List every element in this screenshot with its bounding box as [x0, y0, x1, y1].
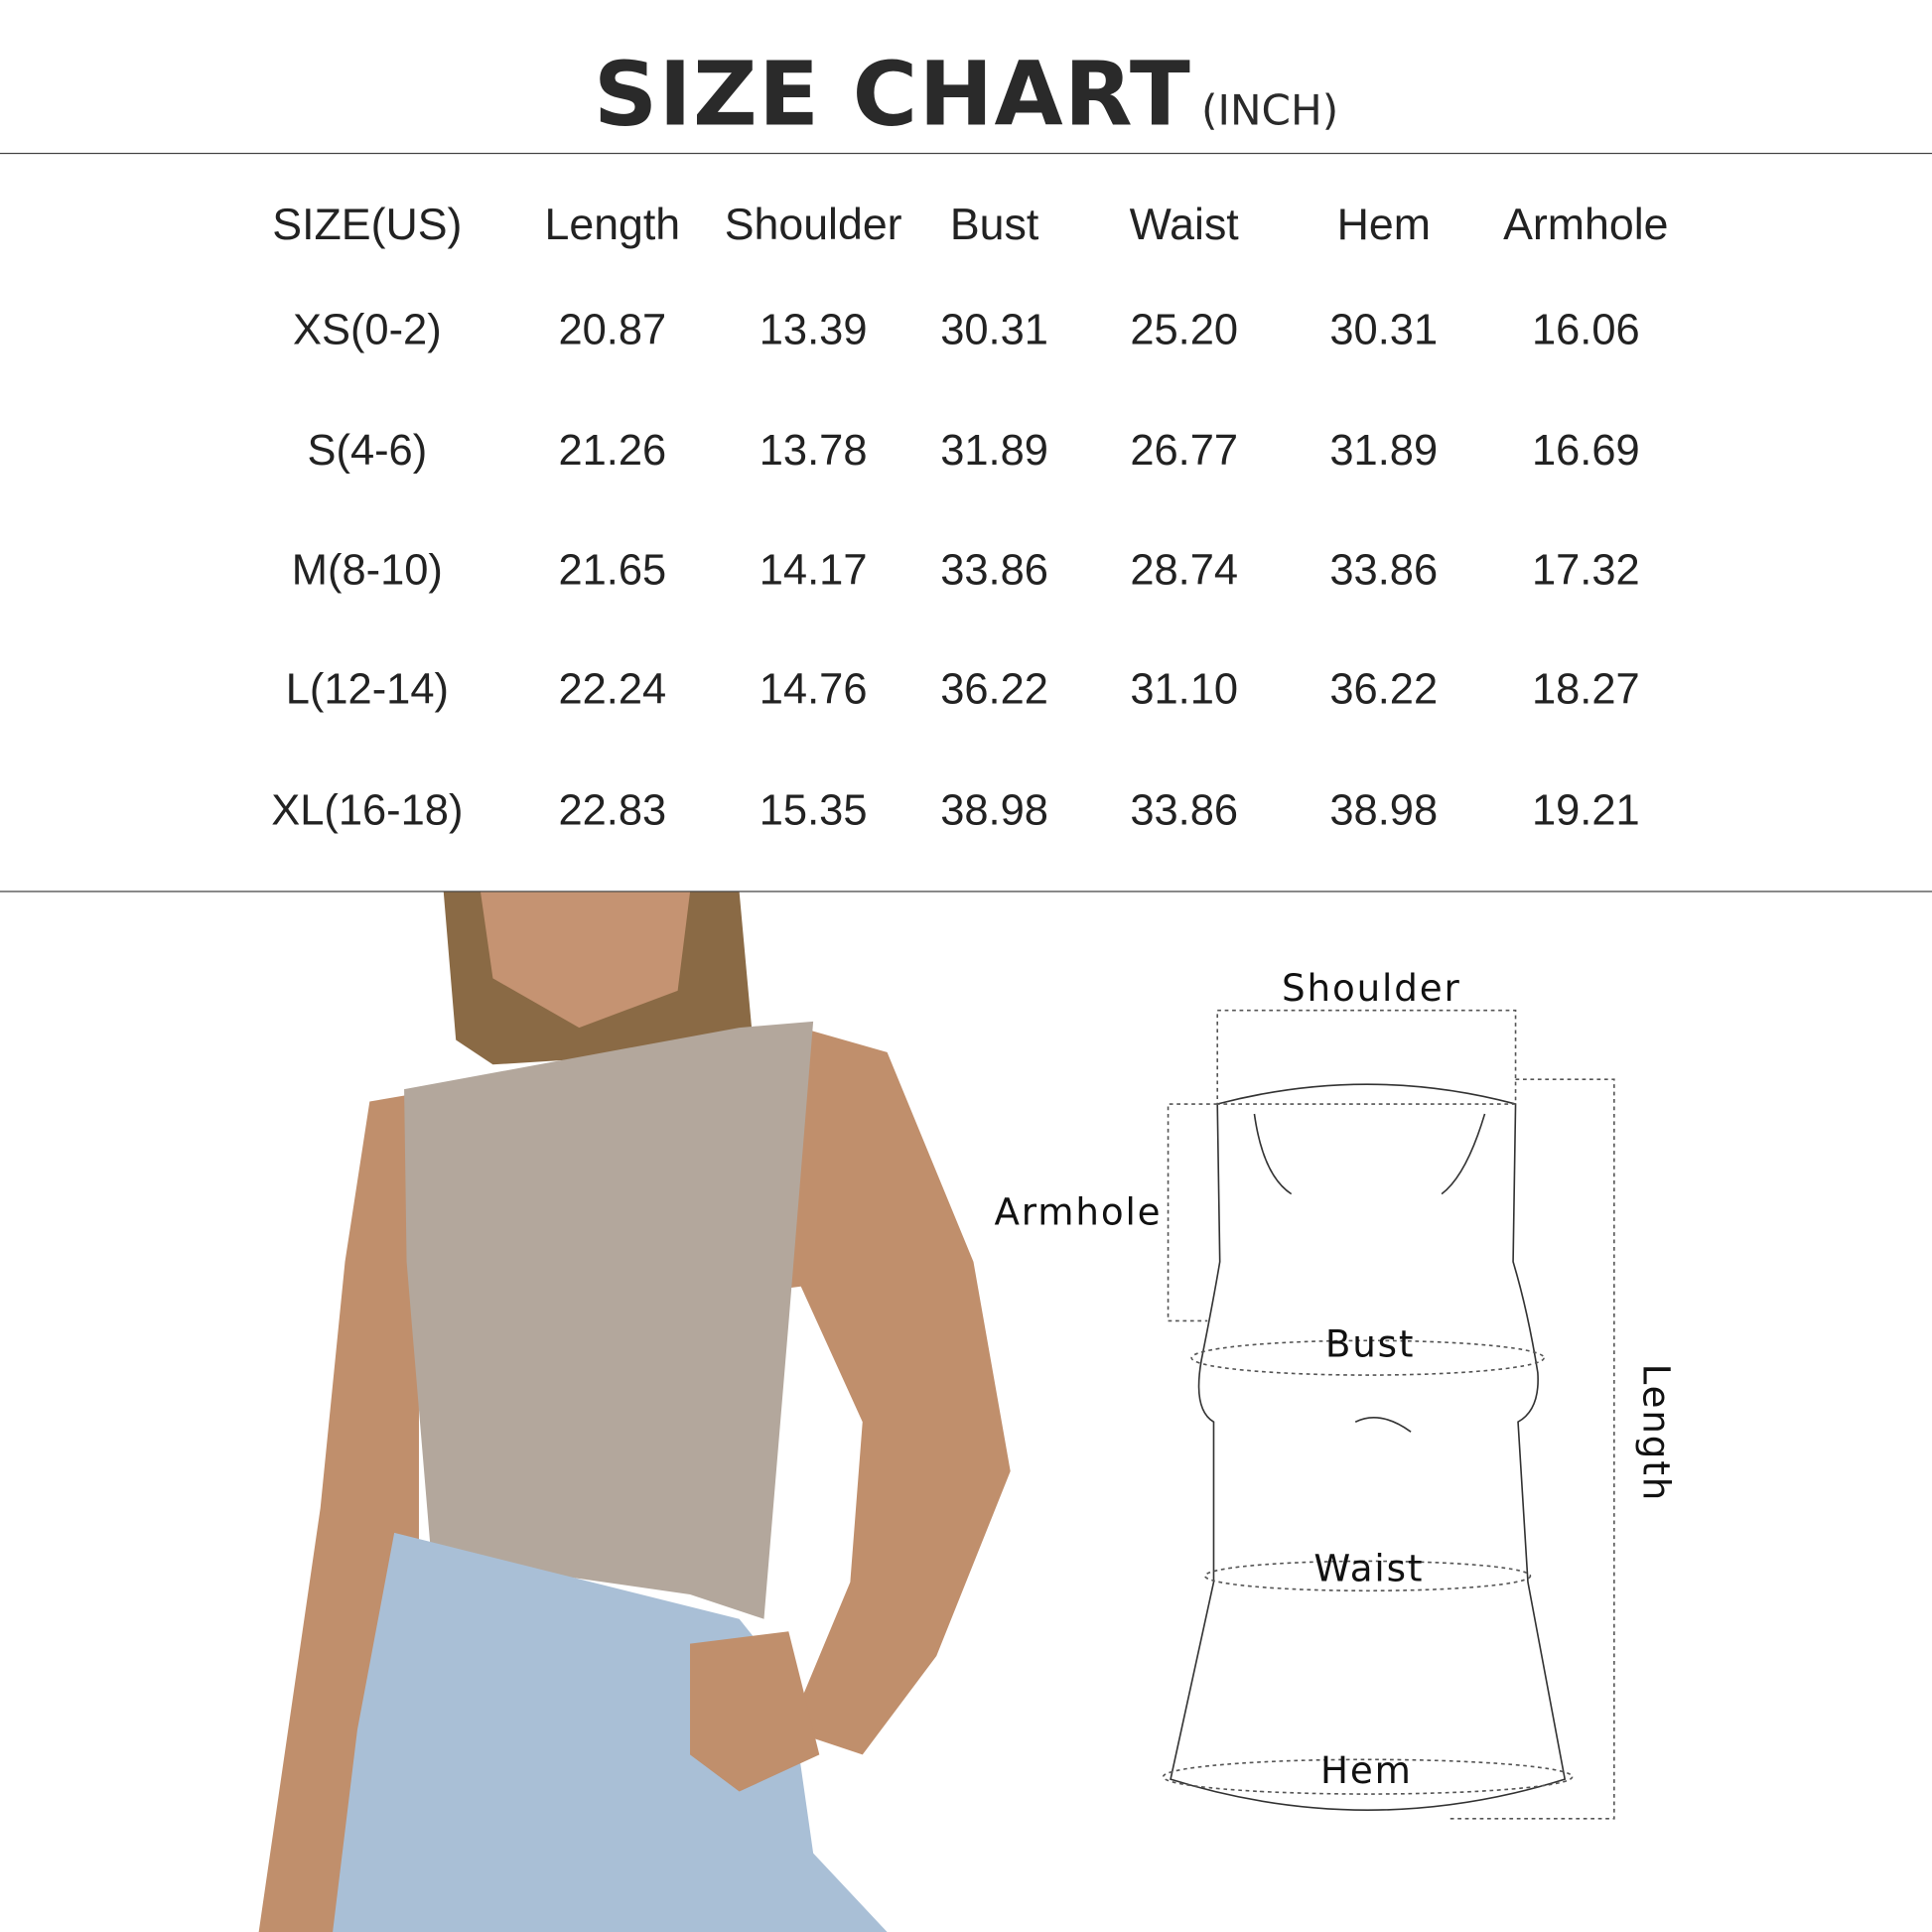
table-cell: 26.77 — [1130, 426, 1239, 475]
table-cell: 22.83 — [558, 785, 667, 835]
divider-top — [0, 152, 1932, 155]
size-label: L(12-14) — [285, 665, 449, 714]
label-bust: Bust — [1325, 1321, 1416, 1365]
tank-outline — [1170, 1083, 1567, 1811]
column-header: SIZE(US) — [272, 198, 463, 249]
table-cell: 16.69 — [1531, 426, 1640, 475]
table-cell: 22.24 — [558, 665, 667, 714]
table-cell: 20.87 — [558, 305, 667, 354]
table-cell: 31.10 — [1130, 665, 1239, 714]
table-cell: 13.39 — [759, 305, 868, 354]
measure-lines — [1162, 1009, 1615, 1820]
column-header: Waist — [1129, 198, 1239, 249]
table-cell: 14.76 — [759, 665, 868, 714]
table-cell: 33.86 — [1130, 785, 1239, 835]
label-armhole: Armhole — [994, 1190, 1162, 1234]
table-cell: 33.86 — [1329, 545, 1439, 595]
table-cell: 36.22 — [1329, 665, 1439, 714]
table-cell: 18.27 — [1531, 665, 1640, 714]
table-cell: 15.35 — [759, 785, 868, 835]
divider-bottom — [0, 891, 1932, 893]
table-cell: 38.98 — [1329, 785, 1439, 835]
page-title: SIZE CHART (INCH) — [0, 42, 1932, 145]
table-cell: 16.06 — [1531, 305, 1640, 354]
table-cell: 21.26 — [558, 426, 667, 475]
tank-top — [404, 1021, 814, 1619]
table-cell: 17.32 — [1531, 545, 1640, 595]
table-cell: 30.31 — [940, 305, 1048, 354]
table-cell: 30.31 — [1329, 305, 1439, 354]
size-label: XL(16-18) — [271, 785, 464, 835]
table-cell: 14.17 — [759, 545, 868, 595]
title-unit: (INCH) — [1201, 85, 1339, 136]
size-label: M(8-10) — [291, 545, 443, 595]
face — [481, 892, 691, 1029]
label-length: Length — [1635, 1364, 1679, 1503]
table-cell: 31.89 — [1329, 426, 1439, 475]
table-cell: 13.78 — [759, 426, 868, 475]
garment-folds — [1253, 1113, 1486, 1433]
column-header: Armhole — [1503, 198, 1669, 249]
table-cell: 33.86 — [940, 545, 1048, 595]
table-cell: 28.74 — [1130, 545, 1239, 595]
table-cell: 19.21 — [1531, 785, 1640, 835]
label-shoulder: Shoulder — [1282, 966, 1461, 1010]
column-header: Length — [544, 198, 681, 249]
model-photo — [258, 892, 1011, 1932]
garment-diagram — [1162, 1009, 1615, 1820]
column-header: Hem — [1336, 198, 1431, 249]
jeans — [333, 1532, 888, 1932]
table-cell: 25.20 — [1130, 305, 1239, 354]
size-label: XS(0-2) — [293, 305, 442, 354]
hand — [690, 1631, 820, 1792]
title-main: SIZE CHART — [593, 42, 1192, 146]
table-cell: 38.98 — [940, 785, 1048, 835]
table-cell: 36.22 — [940, 665, 1048, 714]
label-waist: Waist — [1313, 1546, 1424, 1589]
illustration: Shoulder Armhole Bust Waist Hem Length — [258, 892, 1679, 1932]
table-cell: 31.89 — [940, 426, 1048, 475]
table-cell: 21.65 — [558, 545, 667, 595]
label-hem: Hem — [1320, 1748, 1413, 1792]
column-header: Bust — [949, 198, 1039, 249]
column-header: Shoulder — [724, 198, 902, 249]
size-label: S(4-6) — [307, 426, 428, 475]
